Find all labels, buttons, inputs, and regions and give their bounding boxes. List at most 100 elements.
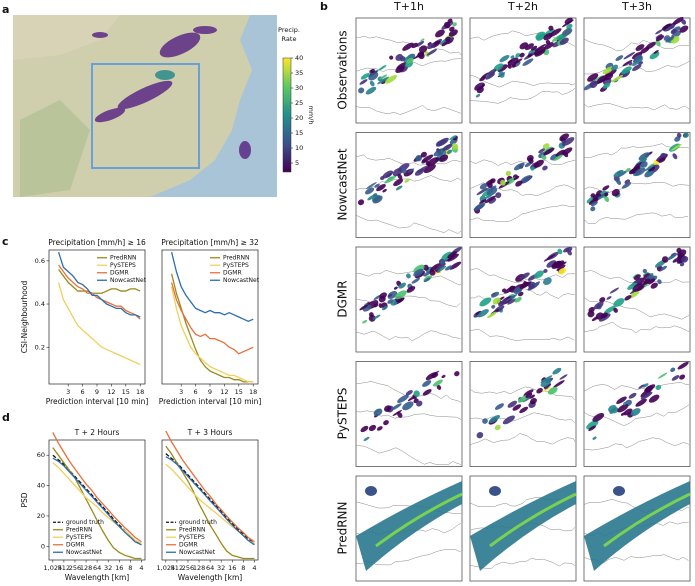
x-tick-label: 6 (194, 388, 198, 396)
precip-blob (501, 288, 507, 293)
precip-blob (421, 154, 434, 163)
boundary (355, 445, 462, 465)
precip-blob (448, 29, 458, 37)
precip-blob (426, 157, 440, 167)
series-line (170, 252, 254, 323)
map-desert (13, 15, 120, 60)
forecast-map (355, 475, 463, 582)
x-tick-label: 4 (139, 564, 143, 572)
x-tick-label: 128 (80, 564, 92, 572)
boundary (469, 328, 575, 341)
precip-blob (374, 183, 380, 188)
precip-blob (620, 412, 626, 416)
x-axis-label: Prediction interval [10 min] (46, 397, 149, 406)
precip-blob (447, 18, 453, 24)
precip-blob (528, 283, 535, 290)
precip-blob (401, 167, 407, 174)
boundary (469, 74, 576, 88)
precip-blob (553, 154, 563, 161)
precip-blob (442, 143, 453, 151)
precip-blob (507, 59, 513, 64)
boundary (583, 321, 690, 333)
precip-blob (373, 294, 382, 301)
precip-blob (662, 23, 673, 32)
precip-blob (655, 35, 665, 42)
precip-blob (567, 249, 572, 256)
precip-blob (562, 137, 575, 147)
precip-blob (545, 39, 551, 45)
x-tick-label: 256 (182, 564, 194, 572)
forecast-map (469, 17, 577, 124)
precip-blob (592, 436, 597, 440)
precip-blob (522, 396, 532, 403)
precip-blob (676, 132, 682, 138)
series-line (165, 453, 255, 544)
precip-blob (382, 170, 394, 179)
y-tick-label: 20 (37, 512, 45, 520)
precip-blob (406, 57, 414, 64)
precip-blob (402, 42, 414, 51)
precip-blob (627, 282, 638, 290)
precip-blob (628, 392, 637, 399)
series-line (58, 264, 141, 320)
precip-blob (552, 260, 561, 268)
boundary (583, 212, 689, 224)
precip-blob (562, 28, 573, 37)
precip-blob (408, 168, 415, 173)
series-line (57, 282, 141, 366)
precip-blob (543, 147, 555, 156)
precip-blob (159, 32, 201, 58)
precip-blob (553, 380, 565, 388)
precip-blob (494, 424, 501, 431)
precip-blob (683, 132, 689, 138)
legend-label: NowcastNet (179, 549, 216, 556)
precip-blob (433, 148, 445, 157)
precip-blob (548, 25, 554, 31)
precip-blob (676, 247, 682, 254)
boundary (469, 268, 576, 283)
precip-blob (475, 310, 482, 316)
precip-blob (376, 426, 383, 431)
precip-blob (384, 75, 397, 84)
precip-blob (497, 64, 508, 72)
precip-blob (623, 401, 628, 406)
precip-blob (519, 52, 525, 58)
precip-blob (613, 307, 618, 313)
precip-blob (529, 397, 537, 405)
precip-blob (557, 248, 563, 255)
precip-blob (479, 76, 487, 82)
precip-blob (523, 389, 534, 397)
precip-band (584, 481, 690, 571)
forecast-map (469, 132, 577, 238)
precip-blob (514, 162, 525, 171)
forecast-map (355, 17, 463, 124)
precip-blob (655, 40, 661, 47)
precip-blob (388, 293, 393, 298)
precip-blob (638, 61, 644, 66)
precip-blob (402, 401, 414, 411)
precip-blob (543, 268, 548, 274)
precip-blob (449, 261, 462, 270)
x-tick-label: 12 (220, 388, 228, 396)
precip-blob (559, 374, 568, 380)
y-tick-label: 60 (37, 451, 45, 459)
precip-blob (368, 72, 379, 81)
precip-blob (599, 297, 606, 303)
precip-blob (381, 305, 388, 311)
precip-blob (505, 170, 511, 176)
precip-blob (621, 182, 632, 189)
precip-blob (592, 412, 605, 422)
precip-blob (644, 165, 654, 172)
precip-blob (602, 185, 610, 191)
precip-blob (566, 23, 573, 30)
series-line (57, 251, 141, 318)
precip-blob (454, 371, 460, 377)
forecast-map (469, 475, 577, 582)
y-tick-label: 40 (37, 482, 45, 490)
precip-blob (413, 268, 424, 277)
precip-blob (477, 309, 489, 318)
precip-blob (615, 55, 624, 61)
precip-blob (368, 312, 374, 317)
precip-blob (392, 409, 403, 417)
legend-label: PySTEPS (223, 262, 249, 269)
